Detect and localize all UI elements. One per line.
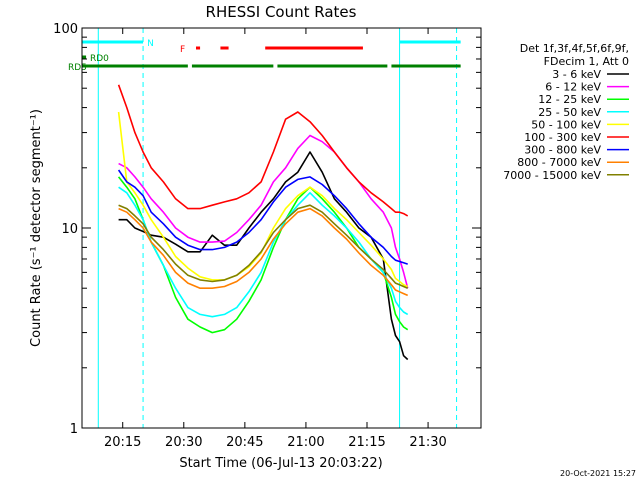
flag-bar-label: RD0 — [90, 54, 109, 64]
series-line — [117, 84, 409, 217]
x-tick-label: 20:30 — [165, 435, 202, 450]
legend-header-line-1: Det 1f,3f,4f,5f,6f,9f, — [520, 42, 629, 55]
x-tick-label: 21:15 — [348, 435, 385, 450]
y-tick-label: 100 — [53, 22, 78, 37]
series-line — [117, 111, 409, 288]
legend-header-line-2: FDecim 1, Att 0 — [544, 55, 629, 68]
flag-bar-label: F — [180, 45, 185, 55]
series-line — [118, 207, 409, 297]
series-line — [118, 134, 409, 289]
x-tick-label: 20:15 — [104, 435, 141, 450]
y-tick-label: 1 — [70, 422, 78, 437]
x-tick-label: 21:30 — [409, 435, 446, 450]
x-axis: 20:15 20:30 20:45 21:00 21:15 21:30 — [104, 28, 447, 450]
legend-label: 25 - 50 keV — [538, 106, 601, 119]
y-axis-label: Count Rate (s⁻¹ detector segment⁻¹) — [29, 109, 44, 347]
legend-label: 3 - 6 keV — [552, 68, 601, 81]
flag-bar-label: N — [147, 39, 154, 49]
chart-title: RHESSI Count Rates — [206, 3, 357, 21]
series-line — [117, 169, 408, 265]
legend: Det 1f,3f,4f,5f,6f,9f, FDecim 1, Att 0 3… — [503, 42, 629, 182]
legend-label: 50 - 100 keV — [531, 118, 601, 131]
y-tick-label: 10 — [61, 222, 78, 237]
x-axis-label: Start Time (06-Jul-13 20:03:22) — [179, 456, 382, 471]
legend-label: 100 - 300 keV — [524, 131, 601, 144]
legend-label: 6 - 12 keV — [545, 81, 601, 94]
series-line — [118, 204, 409, 289]
x-tick-label: 21:00 — [287, 435, 324, 450]
y-axis: 1 10 100 — [53, 22, 481, 437]
legend-label: 12 - 25 keV — [538, 93, 601, 106]
x-tick-label: 20:45 — [226, 435, 263, 450]
legend-label: 7000 - 15000 keV — [503, 169, 601, 182]
legend-label: 800 - 7000 keV — [517, 156, 601, 169]
flag-bar-label: RD5 — [68, 63, 87, 73]
legend-label: 300 - 800 keV — [524, 144, 601, 157]
footer-date: 20-Oct-2021 15:27 — [560, 469, 636, 478]
